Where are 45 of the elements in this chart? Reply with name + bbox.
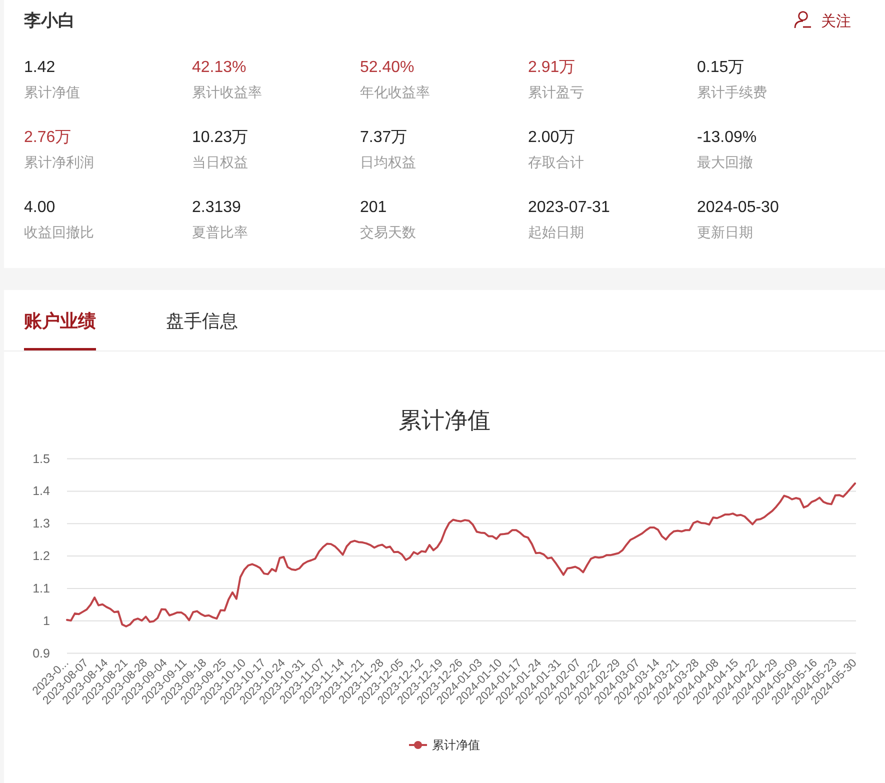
text: 累计净值	[24, 84, 80, 100]
text: 累计净利润	[24, 154, 94, 170]
text: 0.15万	[697, 59, 744, 76]
text: 交易天数	[360, 224, 416, 240]
text: 2.76万	[24, 129, 72, 146]
y-tick-label: 1	[43, 614, 50, 628]
text: 当日权益	[192, 154, 248, 170]
legend-label: 累计净值	[432, 738, 480, 752]
text: 1.42	[24, 59, 56, 76]
text: 累计收益率	[192, 84, 262, 100]
text: 52.40%	[360, 59, 414, 76]
text: 日均权益	[360, 154, 416, 170]
text: 存取合计	[528, 154, 584, 170]
text: 年化收益率	[360, 84, 430, 100]
y-tick-label: 1.4	[32, 484, 50, 498]
text: 4.00	[24, 199, 56, 216]
line-series	[66, 482, 856, 628]
text: 2.00万	[528, 129, 576, 146]
y-tick-label: 1.3	[32, 516, 50, 531]
text: 累计手续费	[697, 84, 767, 100]
text: 7.37万	[360, 129, 408, 146]
text: 2024-05-30	[697, 199, 779, 216]
chart-title: 累计净值	[398, 407, 490, 433]
text: 累计盈亏	[528, 84, 584, 100]
text: 2.3139	[192, 199, 242, 216]
text: 夏普比率	[192, 224, 248, 240]
text: -13.09%	[697, 129, 757, 146]
text: 201	[360, 199, 387, 216]
text: 10.23万	[192, 129, 248, 146]
text: 最大回撤	[697, 154, 753, 170]
y-tick-label: 1.1	[32, 581, 50, 596]
y-tick-label: 1.2	[32, 549, 50, 564]
card-title: 李小白	[24, 11, 75, 30]
text: 更新日期	[697, 224, 753, 240]
text: 关注	[821, 13, 851, 30]
text: 2.91万	[528, 59, 576, 76]
text: 42.13%	[192, 59, 246, 76]
y-tick-label: 0.9	[32, 646, 50, 660]
text: 起始日期	[528, 224, 584, 240]
text: 盘手信息	[166, 311, 238, 331]
text: 收益回撤比	[24, 224, 94, 240]
y-tick-label: 1.5	[32, 452, 50, 466]
text: 2023-07-31	[528, 199, 610, 216]
text: 账户业绩	[23, 311, 96, 331]
legend: 累计净值	[409, 738, 480, 752]
